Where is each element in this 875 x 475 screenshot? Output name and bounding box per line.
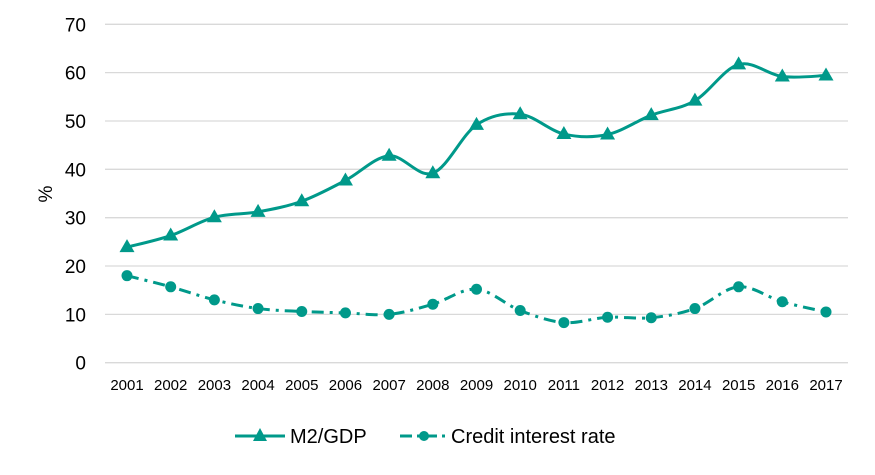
- data-point-m2-gdp: [818, 67, 834, 81]
- data-point-credit-interest-rate: [208, 294, 220, 306]
- x-tick-label: 2016: [766, 377, 799, 394]
- y-tick-label: 40: [65, 160, 86, 181]
- x-tick-label: 2008: [416, 377, 449, 394]
- data-point-credit-interest-rate: [383, 308, 395, 320]
- data-point-m2-gdp: [381, 147, 397, 161]
- x-tick-label: 2004: [241, 377, 274, 394]
- y-axis-ticks: 0 10 20 30 40 50 60 70: [65, 15, 86, 374]
- triangle-icon: [253, 428, 267, 441]
- data-point-credit-interest-rate: [645, 312, 657, 324]
- x-tick-label: 2003: [198, 377, 231, 394]
- data-point-m2-gdp: [250, 203, 266, 217]
- x-tick-label: 2001: [110, 377, 143, 394]
- x-tick-label: 2017: [809, 377, 842, 394]
- y-tick-label: 20: [65, 257, 86, 278]
- data-point-credit-interest-rate: [689, 303, 701, 315]
- x-tick-label: 2015: [722, 377, 755, 394]
- data-point-m2-gdp: [556, 126, 572, 140]
- data-point-m2-gdp: [425, 165, 441, 179]
- data-point-m2-gdp: [774, 68, 790, 82]
- y-tick-label: 60: [65, 64, 86, 85]
- legend-label-m2-gdp: M2/GDP: [290, 426, 367, 448]
- data-point-m2-gdp: [643, 107, 659, 121]
- data-point-m2-gdp: [731, 56, 747, 70]
- x-tick-label: 2002: [154, 377, 187, 394]
- y-tick-label: 50: [65, 112, 86, 133]
- data-point-m2-gdp: [206, 209, 222, 223]
- x-tick-label: 2009: [460, 377, 493, 394]
- x-tick-label: 2006: [329, 377, 362, 394]
- y-axis-label: %: [36, 185, 57, 202]
- x-tick-label: 2007: [372, 377, 405, 394]
- data-point-m2-gdp: [337, 172, 353, 186]
- legend-label-credit: Credit interest rate: [451, 426, 616, 448]
- data-point-credit-interest-rate: [602, 311, 614, 323]
- legend-item-credit-interest-rate: Credit interest rate: [400, 426, 616, 448]
- data-point-credit-interest-rate: [820, 306, 832, 318]
- series-line-credit-interest-rate: [126, 274, 827, 325]
- data-point-m2-gdp: [294, 193, 310, 207]
- data-point-m2-gdp: [163, 227, 179, 241]
- data-point-m2-gdp: [687, 92, 703, 106]
- x-tick-label: 2010: [504, 377, 537, 394]
- data-point-m2-gdp: [512, 106, 528, 120]
- data-point-credit-interest-rate: [121, 270, 133, 282]
- data-point-m2-gdp: [600, 126, 616, 140]
- x-tick-label: 2013: [635, 377, 668, 394]
- series-line-m2-gdp: [126, 62, 827, 249]
- legend: M2/GDP Credit interest rate: [235, 426, 616, 448]
- data-point-credit-interest-rate: [427, 298, 439, 310]
- y-tick-label: 10: [65, 305, 86, 326]
- series-group: [119, 56, 834, 329]
- y-tick-label: 0: [75, 354, 86, 375]
- data-point-credit-interest-rate: [165, 281, 177, 293]
- circle-icon: [419, 431, 429, 441]
- data-point-credit-interest-rate: [514, 304, 526, 316]
- x-tick-label: 2014: [678, 377, 711, 394]
- data-point-credit-interest-rate: [471, 283, 482, 295]
- data-point-credit-interest-rate: [296, 305, 308, 317]
- gridlines: [105, 23, 848, 364]
- x-tick-label: 2012: [591, 377, 624, 394]
- y-tick-label: 30: [65, 209, 86, 230]
- data-point-m2-gdp: [469, 116, 484, 130]
- data-point-m2-gdp: [119, 239, 135, 253]
- legend-item-m2-gdp: M2/GDP: [235, 426, 367, 448]
- data-point-credit-interest-rate: [776, 296, 788, 308]
- x-axis-ticks: 2001 2002 2003 2004 2005 2006 2007 2008 2009 2010…: [110, 377, 842, 394]
- data-point-credit-interest-rate: [339, 307, 351, 319]
- data-point-credit-interest-rate: [558, 317, 570, 329]
- data-point-credit-interest-rate: [733, 281, 745, 293]
- x-tick-label: 2011: [548, 377, 580, 394]
- data-point-credit-interest-rate: [252, 303, 264, 315]
- y-tick-label: 70: [65, 15, 86, 36]
- x-tick-label: 2005: [285, 377, 318, 394]
